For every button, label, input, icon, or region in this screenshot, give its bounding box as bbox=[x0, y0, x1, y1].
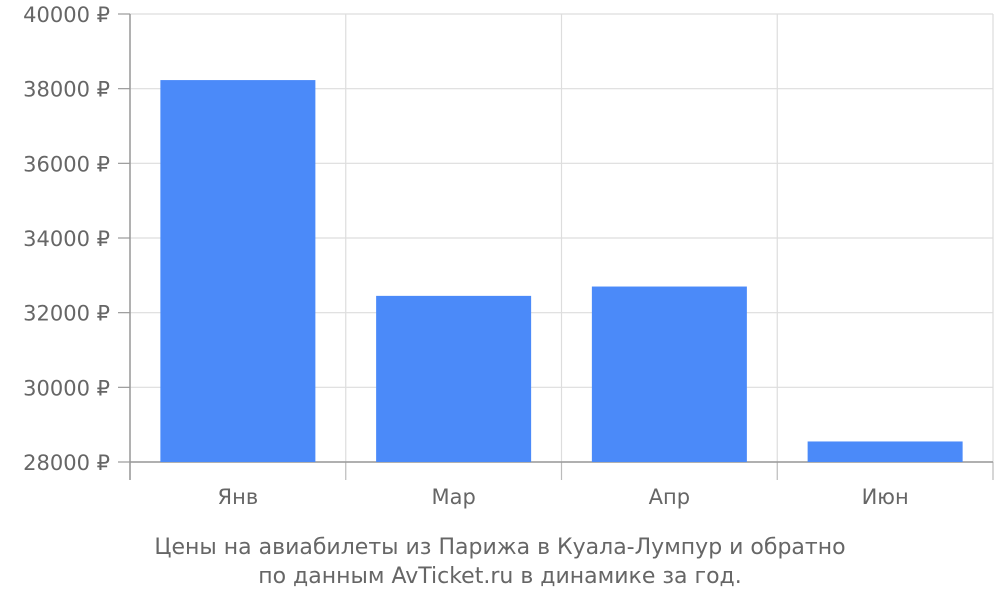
x-tick-label: Янв bbox=[218, 485, 259, 509]
chart-caption-line-1: Цены на авиабилеты из Парижа в Куала-Лум… bbox=[154, 535, 846, 560]
y-tick-label: 36000 ₽ bbox=[23, 152, 110, 176]
bar bbox=[376, 295, 532, 462]
x-axis-tick-labels: Янв Мар Апр Июн bbox=[218, 485, 909, 509]
y-tick-label: 28000 ₽ bbox=[23, 451, 110, 475]
bar bbox=[591, 286, 747, 462]
chart-bars bbox=[160, 80, 963, 462]
y-tick-label: 38000 ₽ bbox=[23, 78, 110, 102]
y-tick-label: 32000 ₽ bbox=[23, 302, 110, 326]
x-tick-label: Июн bbox=[862, 485, 909, 509]
y-tick-label: 30000 ₽ bbox=[23, 376, 110, 400]
bar bbox=[160, 80, 316, 462]
x-tick-label: Апр bbox=[649, 485, 690, 509]
x-tick-label: Мар bbox=[431, 485, 475, 509]
bar bbox=[807, 441, 963, 462]
y-tick-label: 34000 ₽ bbox=[23, 227, 110, 251]
chart-caption-line-2: по данным AvTicket.ru в динамике за год. bbox=[258, 564, 742, 589]
y-tick-label: 40000 ₽ bbox=[23, 3, 110, 27]
y-axis-tick-labels: 28000 ₽ 30000 ₽ 32000 ₽ 34000 ₽ 36000 ₽ 38000… bbox=[23, 3, 110, 475]
